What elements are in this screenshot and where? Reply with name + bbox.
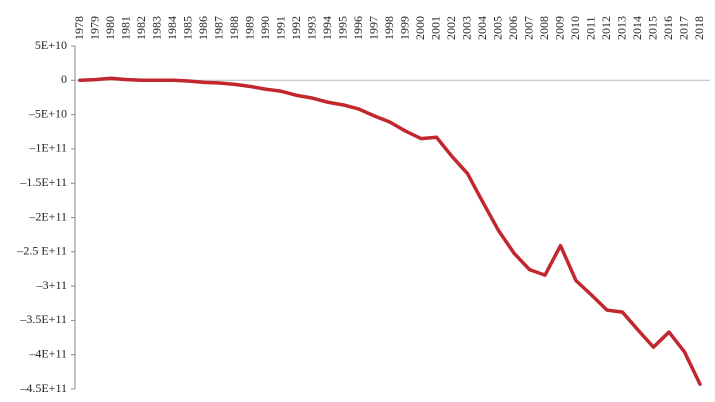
x-tick-label: 1987 [211,16,225,40]
y-tick-label: –4E+11 [28,346,67,360]
x-tick-label: 2003 [459,16,473,40]
x-tick-label: 2016 [661,16,675,40]
x-tick-label: 2017 [676,16,690,40]
x-tick-label: 1980 [103,16,117,40]
x-tick-label: 1998 [382,16,396,40]
y-tick-label: 0 [61,72,67,86]
x-tick-label: 1999 [397,16,411,40]
x-tick-label: 1996 [351,16,365,40]
x-tick-label: 2014 [630,16,644,40]
x-tick-label: 1993 [304,16,318,40]
x-tick-label: 1981 [118,16,132,40]
y-tick-label: –3+11 [36,278,67,292]
y-tick-label: –4.5E+11 [19,381,67,395]
y-tick-label: –1E+11 [28,141,67,155]
x-tick-label: 2005 [490,16,504,40]
x-tick-label: 2009 [552,16,566,40]
x-tick-label: 1991 [273,16,287,40]
x-tick-label: 1992 [289,16,303,40]
x-tick-label: 1995 [335,16,349,40]
x-tick-label: 2013 [614,16,628,40]
x-tick-label: 1990 [258,16,272,40]
x-tick-label: 1997 [366,16,380,40]
x-tick-label: 2002 [444,16,458,40]
y-tick-label: –1.5E+11 [19,175,67,189]
x-tick-label: 1984 [165,16,179,40]
x-tick-label: 1983 [149,16,163,40]
y-tick-label: –2E+11 [28,209,67,223]
x-tick-label: 1988 [227,16,241,40]
line [78,76,702,386]
x-tick-label: 2008 [537,16,551,40]
x-tick-label: 2006 [506,16,520,40]
y-tick-label: –2.5 E+11 [16,244,67,258]
x-tick-label: 2011 [583,16,597,40]
x-tick-label: 2000 [413,16,427,40]
x-tick-label: 2010 [568,16,582,40]
x-tick-label: 2015 [645,16,659,40]
x-tick-label: 1982 [134,16,148,40]
x-tick-label: 2012 [599,16,613,40]
x-tick-label: 1985 [180,16,194,40]
y-tick-label: –3.5E+11 [19,312,67,326]
x-tick-label: 2018 [692,16,706,40]
y-tick-label: –5E+10 [28,106,67,120]
x-tick-label: 1986 [196,16,210,40]
x-tick-label: 1994 [320,16,334,40]
x-tick-label: 1978 [72,16,86,40]
x-tick-label: 2004 [475,16,489,40]
y-tick-label: 5E+10 [35,38,67,52]
x-tick-label: 1979 [87,16,101,40]
x-tick-label: 2001 [428,16,442,40]
x-tick-label: 2007 [521,16,535,40]
x-tick-label: 1989 [242,16,256,40]
